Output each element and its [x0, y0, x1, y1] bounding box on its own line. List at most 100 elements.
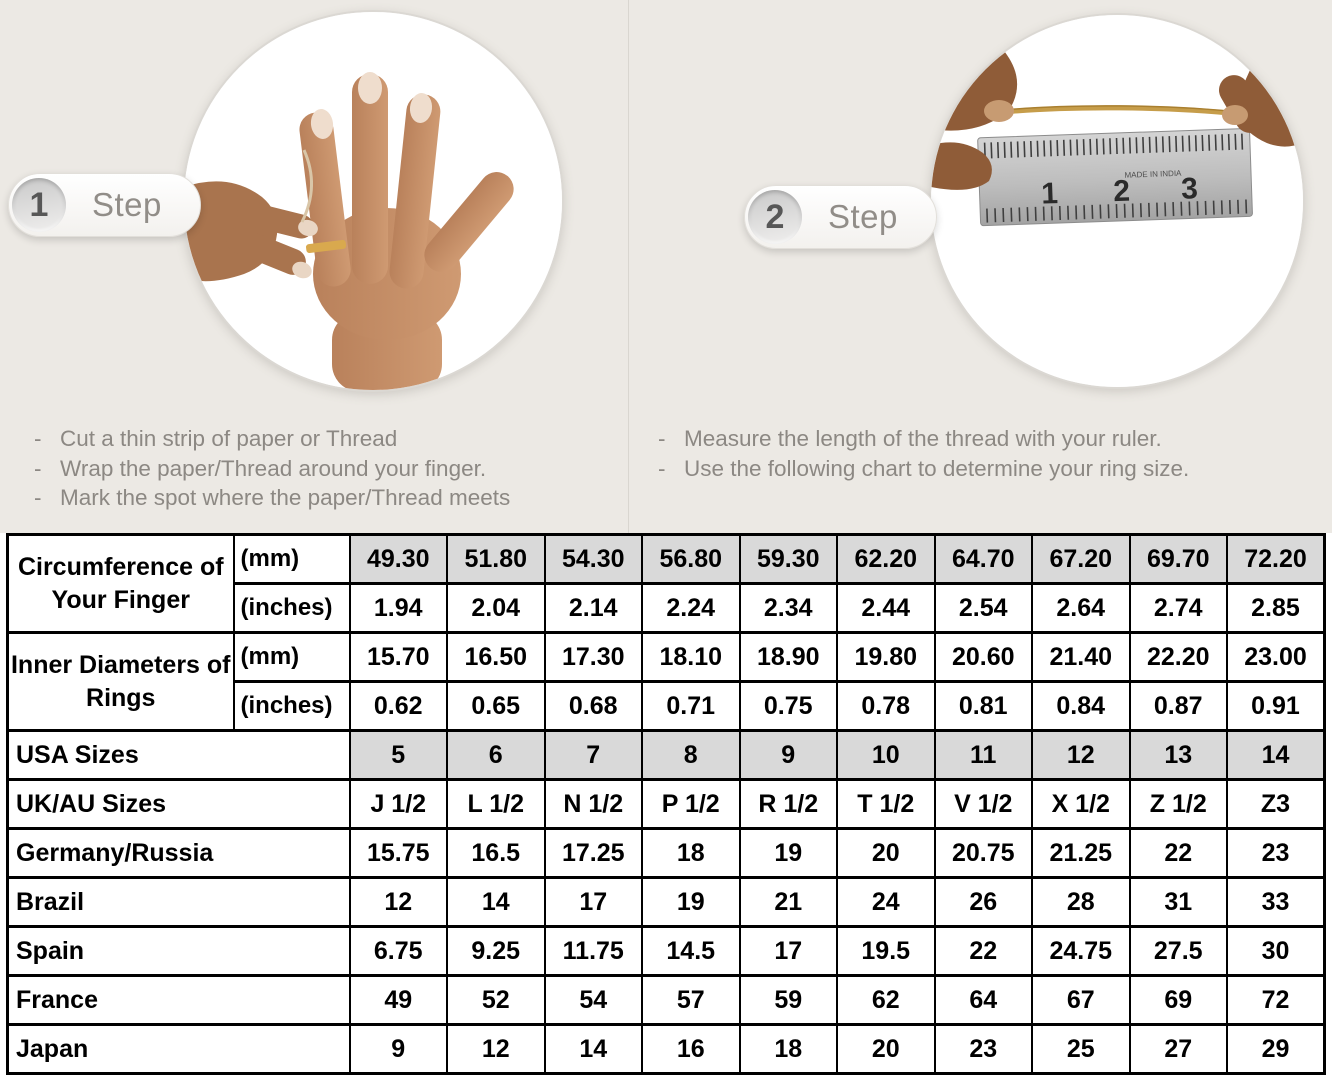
gold-thread [992, 105, 1240, 117]
value-cell: 18.90 [738, 631, 838, 683]
value-cell: 59 [738, 974, 838, 1026]
size-system-label: UK/AU Sizes [6, 778, 351, 830]
table-row: France 49 52 54 57 59 62 64 67 69 72 [6, 974, 1326, 1026]
value-cell: 15.75 [348, 827, 448, 879]
value-cell: 54.30 [543, 533, 643, 585]
value-cell: 0.87 [1128, 680, 1228, 732]
value-cell: 52 [446, 974, 546, 1026]
bullet-dash: - [34, 426, 42, 451]
value-cell: 18.10 [641, 631, 741, 683]
value-cell: 0.81 [933, 680, 1033, 732]
value-cell: 0.84 [1031, 680, 1131, 732]
value-cell: 16.5 [446, 827, 546, 879]
bullet-text: Wrap the paper/Thread around your finger… [60, 455, 487, 481]
table-row: Spain 6.75 9.25 11.75 14.5 17 19.5 22 24.75 27.5 3… [6, 925, 1326, 977]
value-cell: 0.68 [543, 680, 643, 732]
bullet-text: Measure the length of the thread with yo… [684, 426, 1162, 451]
value-cell: 2.34 [738, 582, 838, 634]
table-row: Germany/Russia 15.75 16.5 17.25 18 19 20 20.75 2… [6, 827, 1326, 879]
value-cell: 20 [836, 827, 936, 879]
size-system-label: Brazil [6, 876, 351, 928]
value-cell: 8 [641, 729, 741, 781]
table-row: Brazil 12 14 17 19 21 24 26 28 31 33 [6, 876, 1326, 928]
unit-label-cell: (inches) [232, 680, 351, 732]
value-cell: 2.54 [933, 582, 1033, 634]
ruler-number: 2 [1113, 175, 1131, 209]
table-row: (inches) 1.94 2.04 2.14 2.24 2.34 2.44 2.54 2.64… [8, 582, 1326, 634]
step2-badge: 2 Step [744, 185, 937, 249]
value-cell: 24.75 [1031, 925, 1131, 977]
unit-label-cell: (inches) [232, 582, 351, 634]
value-cell: 17 [738, 925, 838, 977]
value-cell: 17.30 [543, 631, 643, 683]
value-cell: 23 [1226, 827, 1326, 879]
value-cell: 16.50 [446, 631, 546, 683]
value-cell: 62 [836, 974, 936, 1026]
table-row: USA Sizes 5 6 7 8 9 10 11 12 13 14 [6, 729, 1326, 781]
value-cell: T 1/2 [836, 778, 936, 830]
value-cell: 16 [641, 1023, 741, 1075]
value-cell: 64.70 [933, 533, 1033, 585]
value-cell: P 1/2 [641, 778, 741, 830]
bullet-dash: - [34, 455, 42, 481]
value-cell: 17.25 [543, 827, 643, 879]
step1-badge: 1 Step [8, 173, 201, 237]
value-cell: 49 [348, 974, 448, 1026]
step2-number: 2 [748, 190, 802, 244]
value-cell: 23.00 [1226, 631, 1326, 683]
value-cell: 5 [348, 729, 448, 781]
value-cell: 51.80 [446, 533, 546, 585]
instruction-bullet: - Cut a thin strip of paper or Thread [34, 424, 510, 454]
value-cell: 11 [933, 729, 1033, 781]
value-cell: 0.91 [1226, 680, 1326, 732]
bullet-text: Mark the spot where the paper/Thread mee… [60, 485, 511, 510]
value-cell: 2.85 [1226, 582, 1326, 634]
size-system-label: France [6, 974, 351, 1026]
size-system-label: Japan [6, 1023, 351, 1075]
step2-photo: 1 2 3 MADE IN INDIA [929, 13, 1305, 389]
value-cell: 14 [446, 876, 546, 928]
value-cell: 20 [836, 1023, 936, 1075]
value-cell: 62.20 [836, 533, 936, 585]
value-cell: 14.5 [641, 925, 741, 977]
value-cell: 26 [933, 876, 1033, 928]
value-cell: 9.25 [446, 925, 546, 977]
value-cell: 2.74 [1128, 582, 1228, 634]
value-cell: N 1/2 [543, 778, 643, 830]
size-system-label: Spain [6, 925, 351, 977]
value-cell: X 1/2 [1031, 778, 1131, 830]
value-cell: 12 [1031, 729, 1131, 781]
table-row: Japan 9 12 14 16 18 20 23 25 27 29 [6, 1023, 1326, 1075]
value-cell: 2.44 [836, 582, 936, 634]
bullet-dash: - [658, 426, 666, 451]
value-cell: 22.20 [1128, 631, 1228, 683]
value-cell: 15.70 [348, 631, 448, 683]
value-cell: 9 [348, 1023, 448, 1075]
value-cell: 2.04 [446, 582, 546, 634]
value-cell: 0.71 [641, 680, 741, 732]
value-cell: 19.80 [836, 631, 936, 683]
ruler-measuring-illustration: 1 2 3 MADE IN INDIA [931, 15, 1303, 387]
unit-label-cell: (mm) [232, 533, 351, 585]
value-cell: L 1/2 [446, 778, 546, 830]
value-cell: 23 [933, 1023, 1033, 1075]
hand-with-ring-illustration [184, 12, 562, 390]
value-cell: 64 [933, 974, 1033, 1026]
panel-divider [628, 0, 629, 533]
value-cell: 20.60 [933, 631, 1033, 683]
value-cell: 0.75 [738, 680, 838, 732]
size-system-label: USA Sizes [6, 729, 351, 781]
value-cell: 33 [1226, 876, 1326, 928]
value-cell: 14 [1226, 729, 1326, 781]
value-cell: 29 [1226, 1023, 1326, 1075]
value-cell: 0.65 [446, 680, 546, 732]
value-cell: 54 [543, 974, 643, 1026]
value-cell: 30 [1226, 925, 1326, 977]
step2-instructions: - Measure the length of the thread with y… [658, 424, 1189, 483]
value-cell: 28 [1031, 876, 1131, 928]
value-cell: 69.70 [1128, 533, 1228, 585]
value-cell: V 1/2 [933, 778, 1033, 830]
value-cell: 72.20 [1226, 533, 1326, 585]
ruler-number: 3 [1181, 172, 1199, 206]
value-cell: 72 [1226, 974, 1326, 1026]
